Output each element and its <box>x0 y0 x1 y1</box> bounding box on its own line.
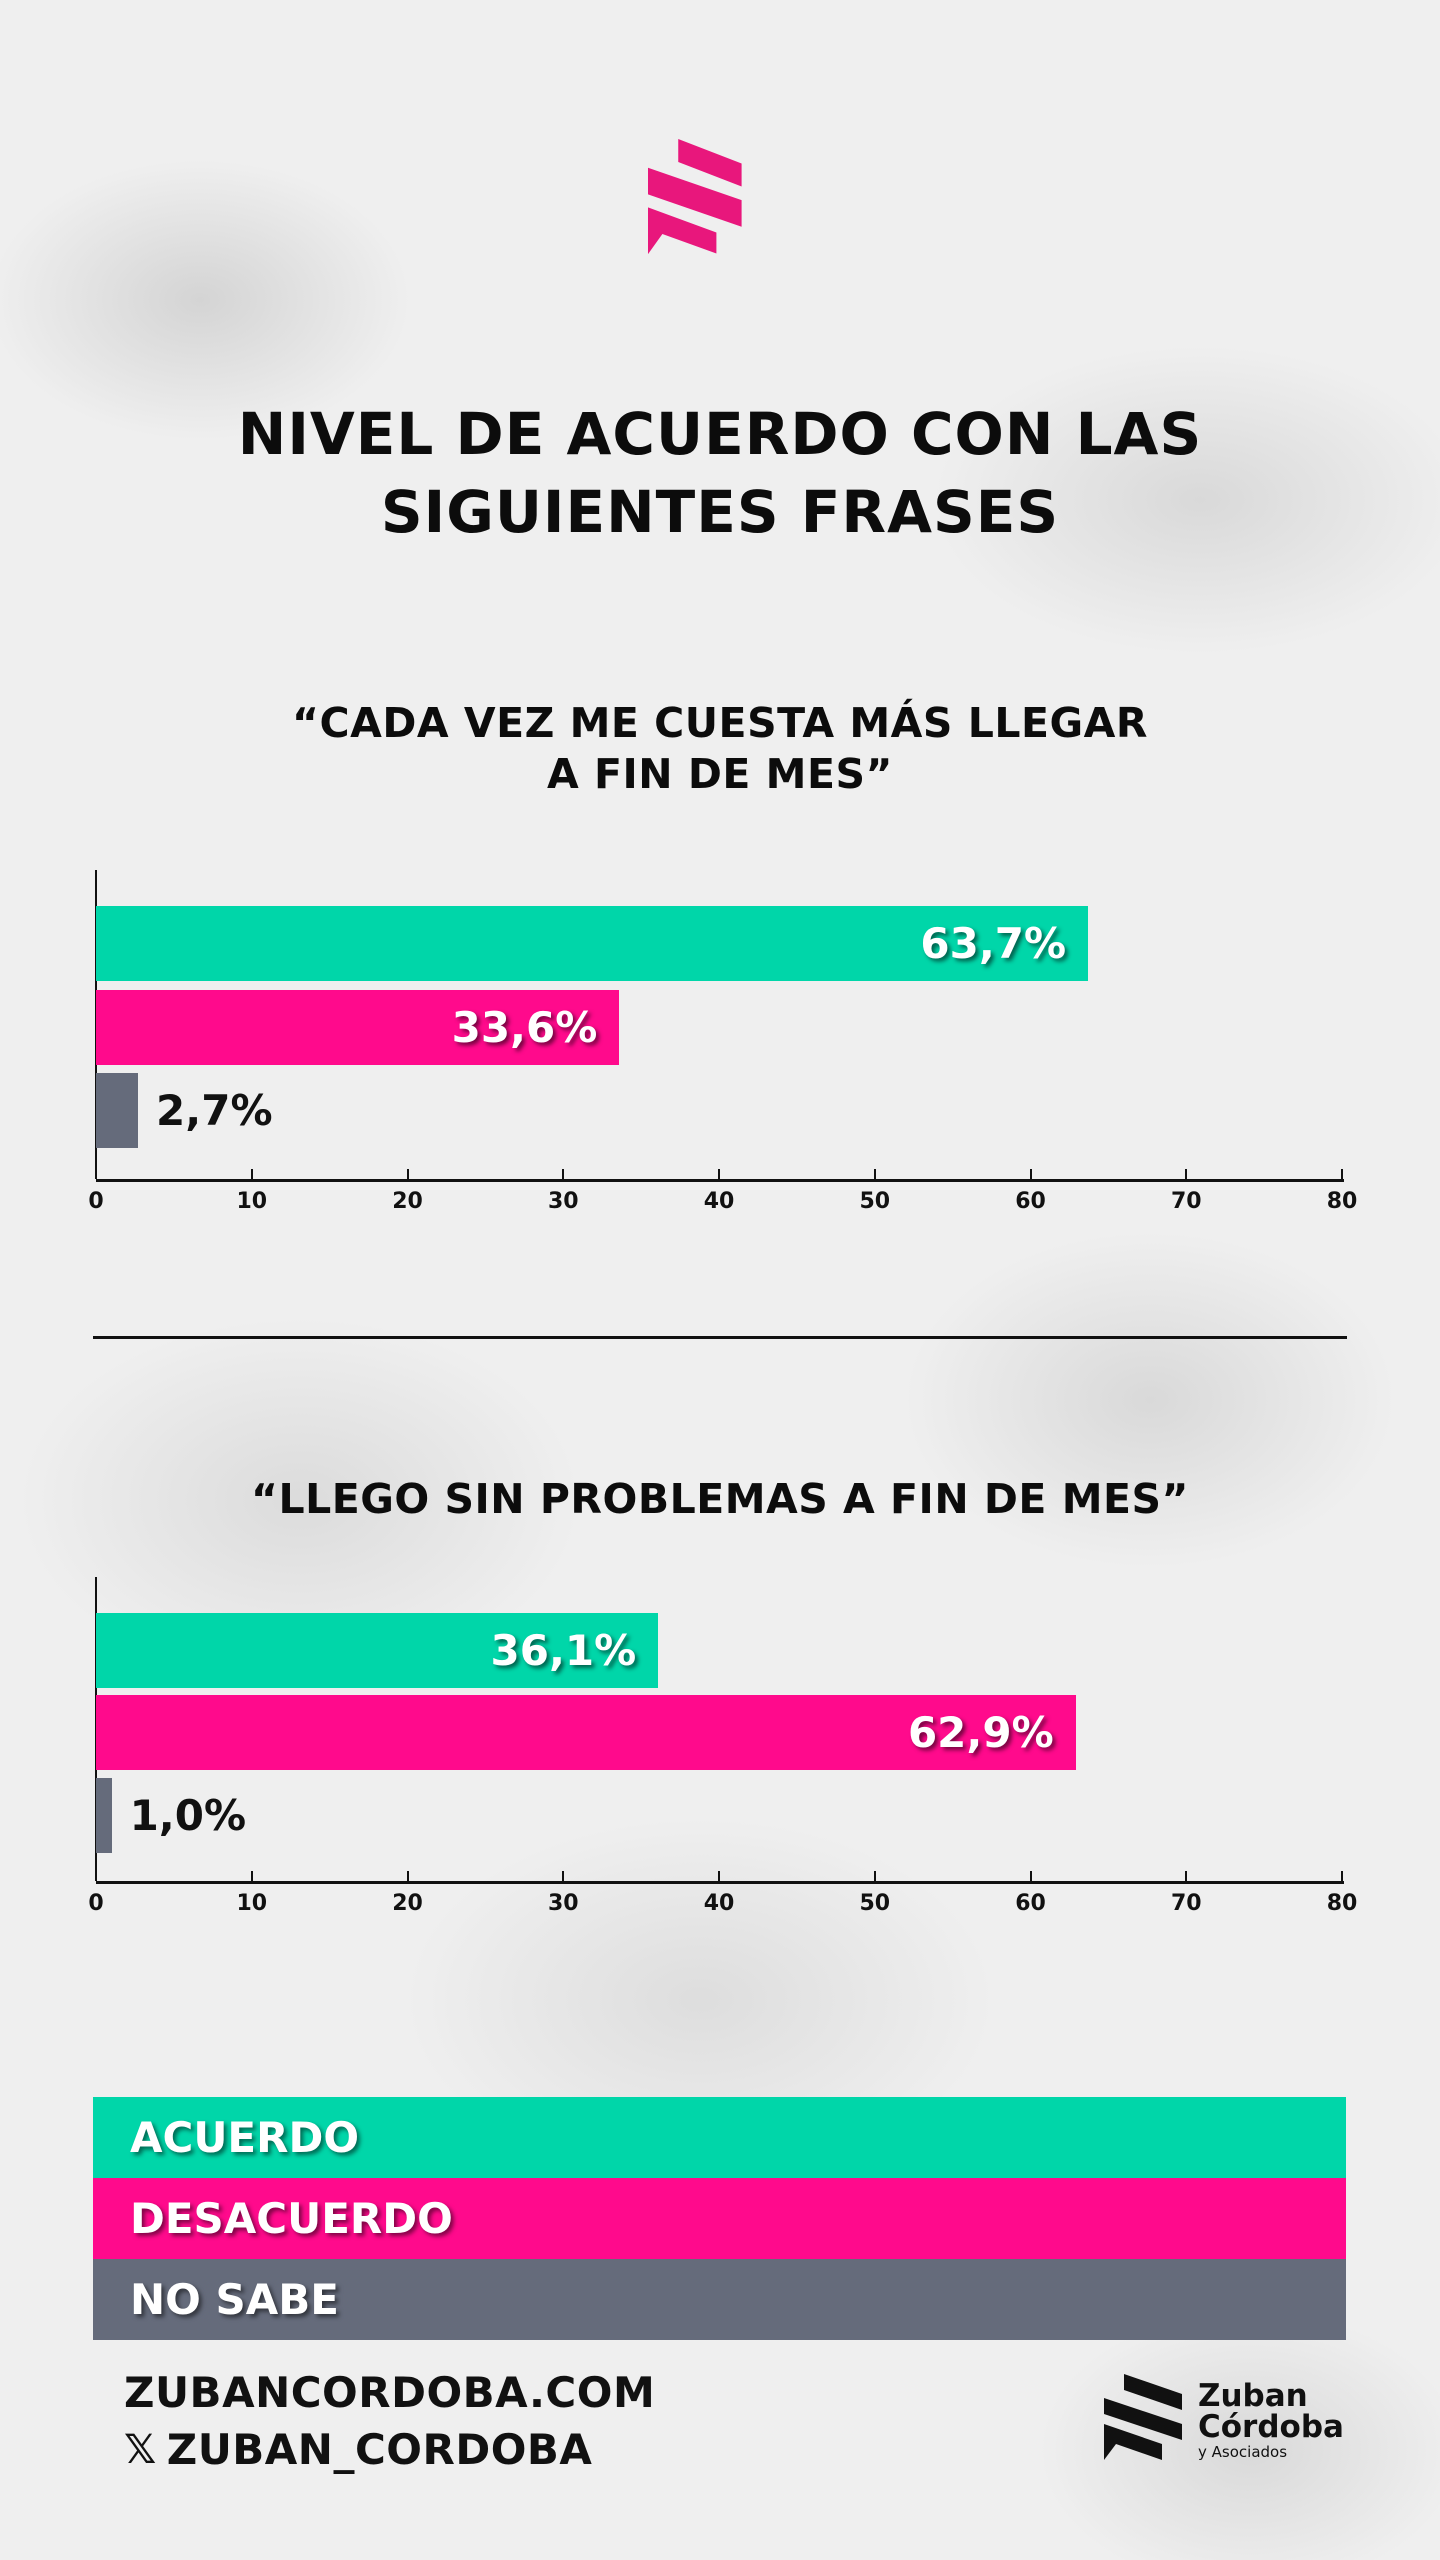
x-axis-tick <box>95 1169 97 1179</box>
x-tick-label: 60 <box>1015 1891 1046 1916</box>
x-tick-label: 10 <box>236 1891 268 1916</box>
brand-name-line-3: y Asociados <box>1198 2442 1288 2461</box>
x-tick-label: 70 <box>1170 1891 1202 1916</box>
x-tick-label: 40 <box>703 1189 735 1214</box>
social-handle: ZUBAN_CORDOBA <box>166 2425 593 2474</box>
bar-desacuerdo <box>96 1695 1076 1770</box>
title-line-1: NIVEL DE ACUERDO CON LAS <box>237 400 1203 468</box>
x-axis-tick <box>562 1169 565 1179</box>
legend-item-no-sabe: NO SABE <box>93 2259 1346 2340</box>
legend-item-desacuerdo: DESACUERDO <box>93 2178 1346 2259</box>
x-tick-label: 70 <box>1170 1189 1202 1214</box>
data-label: 63,7% <box>920 919 1067 968</box>
x-tick-label: 50 <box>859 1891 891 1916</box>
x-axis <box>96 1881 1344 1884</box>
x-axis-tick <box>406 1169 409 1179</box>
legend-item-acuerdo: ACUERDO <box>93 2097 1346 2178</box>
x-tick-label: 30 <box>547 1891 579 1916</box>
title-line-2: SIGUIENTES FRASES <box>380 478 1060 546</box>
chart-2-title: “LLEGO SIN PROBLEMAS A FIN DE MES” <box>0 1474 1440 1525</box>
x-axis-tick <box>562 1871 565 1881</box>
x-tick-label: 80 <box>1326 1189 1358 1214</box>
bar-desacuerdo <box>96 990 620 1065</box>
x-icon: 𝕏 <box>124 2426 157 2473</box>
bar-no-sabe <box>96 1778 112 1853</box>
x-axis-tick <box>1341 1871 1343 1881</box>
x-axis-tick <box>1029 1871 1032 1881</box>
data-label: 2,7% <box>156 1086 273 1135</box>
x-tick-label: 60 <box>1015 1189 1046 1214</box>
x-tick-label: 10 <box>236 1189 268 1214</box>
bar-acuerdo <box>96 1613 659 1688</box>
brand-name-line-1: Zuban <box>1198 2377 1308 2414</box>
x-axis-tick <box>1185 1169 1188 1179</box>
brand-footer-logo: Zuban Córdoba y Asociados <box>1104 2374 1344 2466</box>
chart-1-title-line-1: “CADA VEZ ME CUESTA MÁS LLEGAR <box>292 699 1148 747</box>
website-link[interactable]: ZUBANCORDOBA.COM <box>124 2368 656 2417</box>
x-tick-label: 0 <box>88 1891 104 1916</box>
bar-acuerdo <box>96 906 1089 981</box>
x-tick-label: 50 <box>859 1189 891 1214</box>
x-axis-tick <box>718 1169 720 1179</box>
data-label: 1,0% <box>129 1791 247 1840</box>
legend-label: ACUERDO <box>130 2113 360 2162</box>
x-axis-tick <box>250 1871 253 1881</box>
x-axis-tick <box>250 1169 253 1179</box>
brand-logo-icon <box>648 138 742 255</box>
x-axis-tick <box>873 1871 876 1881</box>
x-tick-label: 0 <box>88 1189 104 1214</box>
x-axis-tick <box>406 1871 409 1881</box>
x-axis <box>96 1179 1344 1182</box>
chart-1-title: “CADA VEZ ME CUESTA MÁS LLEGAR A FIN DE … <box>0 698 1440 800</box>
x-tick-label: 20 <box>392 1189 423 1214</box>
x-tick-label: 20 <box>392 1891 423 1916</box>
x-axis-tick <box>95 1871 97 1881</box>
x-axis-tick <box>1185 1871 1188 1881</box>
legend-label: DESACUERDO <box>130 2194 453 2243</box>
data-label: 33,6% <box>451 1003 598 1052</box>
section-divider <box>93 1336 1347 1339</box>
brand-name-line-2: Córdoba <box>1198 2408 1344 2445</box>
bar-no-sabe <box>96 1073 139 1148</box>
chart-1-title-line-2: A FIN DE MES” <box>547 750 893 798</box>
x-axis-tick <box>1029 1169 1032 1179</box>
x-axis-tick <box>1341 1169 1343 1179</box>
page-title: NIVEL DE ACUERDO CON LAS SIGUIENTES FRAS… <box>0 395 1440 551</box>
x-tick-label: 80 <box>1326 1891 1358 1916</box>
x-axis-tick <box>873 1169 876 1179</box>
chart-2-title-line-1: “LLEGO SIN PROBLEMAS A FIN DE MES” <box>251 1475 1189 1523</box>
brand-mark-icon <box>1104 2374 1182 2460</box>
x-tick-label: 40 <box>703 1891 735 1916</box>
legend-label: NO SABE <box>130 2275 339 2324</box>
social-link[interactable]: 𝕏 ZUBAN_CORDOBA <box>124 2425 592 2474</box>
x-axis-tick <box>718 1871 720 1881</box>
data-label: 62,9% <box>907 1708 1054 1757</box>
data-label: 36,1% <box>490 1626 637 1675</box>
x-tick-label: 30 <box>547 1189 579 1214</box>
